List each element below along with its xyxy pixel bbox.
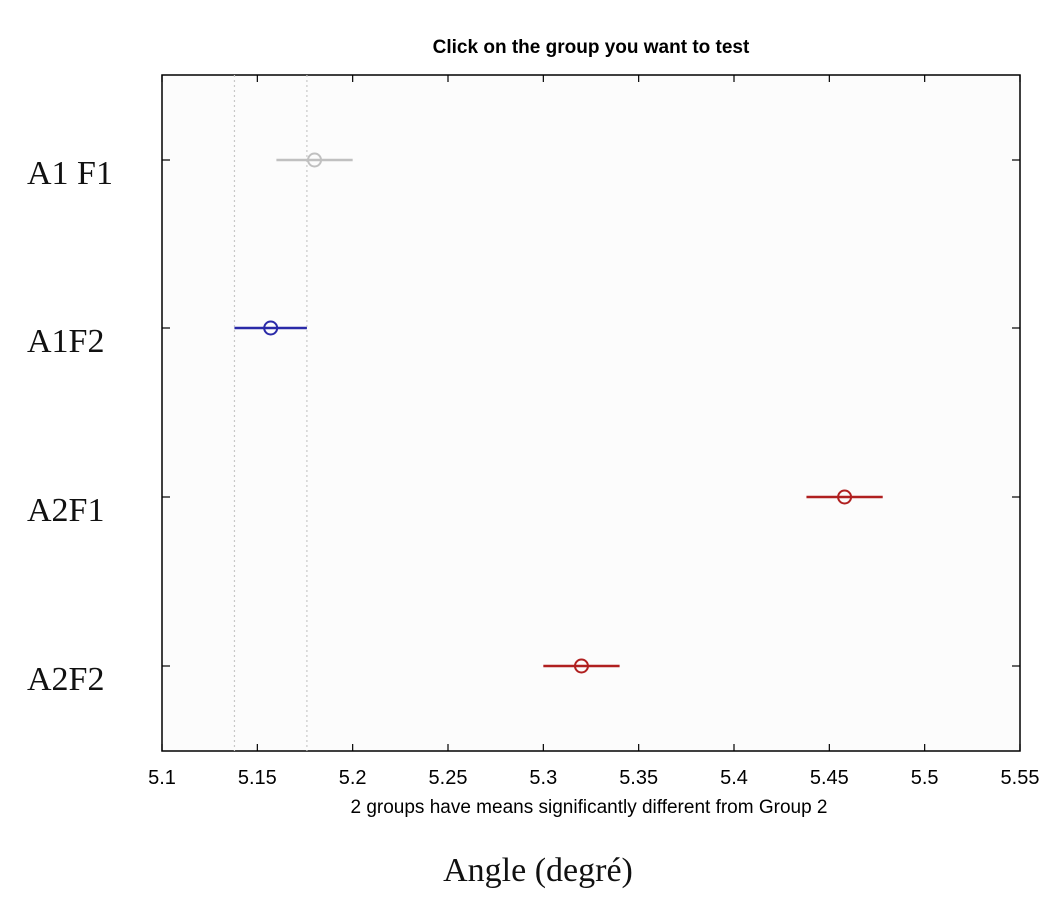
x-axis-label: Angle (degré) bbox=[443, 852, 633, 889]
group-1[interactable] bbox=[276, 152, 353, 168]
plot-area[interactable] bbox=[161, 74, 1021, 752]
group-mean-marker[interactable] bbox=[263, 320, 279, 336]
group-labels: A1 F1 A1F2 A2F1 A2F2 bbox=[27, 155, 113, 698]
group-4[interactable] bbox=[543, 658, 620, 674]
group-label-1: A1 F1 bbox=[27, 155, 113, 192]
group-3[interactable] bbox=[806, 489, 883, 505]
group-label-4: A2F2 bbox=[27, 661, 104, 698]
x-tick-label: 5.45 bbox=[810, 767, 849, 789]
chart-title: Click on the group you want to test bbox=[433, 37, 750, 58]
x-tick-label: 5.1 bbox=[148, 767, 176, 789]
x-tick-label: 5.25 bbox=[429, 767, 468, 789]
x-tick-label: 5.3 bbox=[529, 767, 557, 789]
group-mean-marker[interactable] bbox=[307, 152, 323, 168]
x-tick-label: 5.15 bbox=[238, 767, 277, 789]
group-mean-marker[interactable] bbox=[573, 658, 589, 674]
x-tick-label: 5.5 bbox=[911, 767, 939, 789]
group-2[interactable] bbox=[234, 320, 307, 336]
x-tick-marks: 5.1 5.15 5.2 5.25 5.3 5.35 5.4 5.45 5.5 5.55 bbox=[148, 75, 1039, 789]
group-label-3: A2F1 bbox=[27, 492, 104, 529]
group-label-2: A1F2 bbox=[27, 323, 104, 360]
x-tick-label: 5.55 bbox=[1001, 767, 1040, 789]
group-intervals[interactable] bbox=[234, 152, 883, 674]
group-mean-marker[interactable] bbox=[837, 489, 853, 505]
x-tick-label: 5.2 bbox=[339, 767, 367, 789]
x-tick-label: 5.35 bbox=[619, 767, 658, 789]
y-tick-marks bbox=[162, 159, 1020, 667]
chart-subtitle: 2 groups have means significantly differ… bbox=[350, 797, 827, 818]
x-tick-label: 5.4 bbox=[720, 767, 748, 789]
